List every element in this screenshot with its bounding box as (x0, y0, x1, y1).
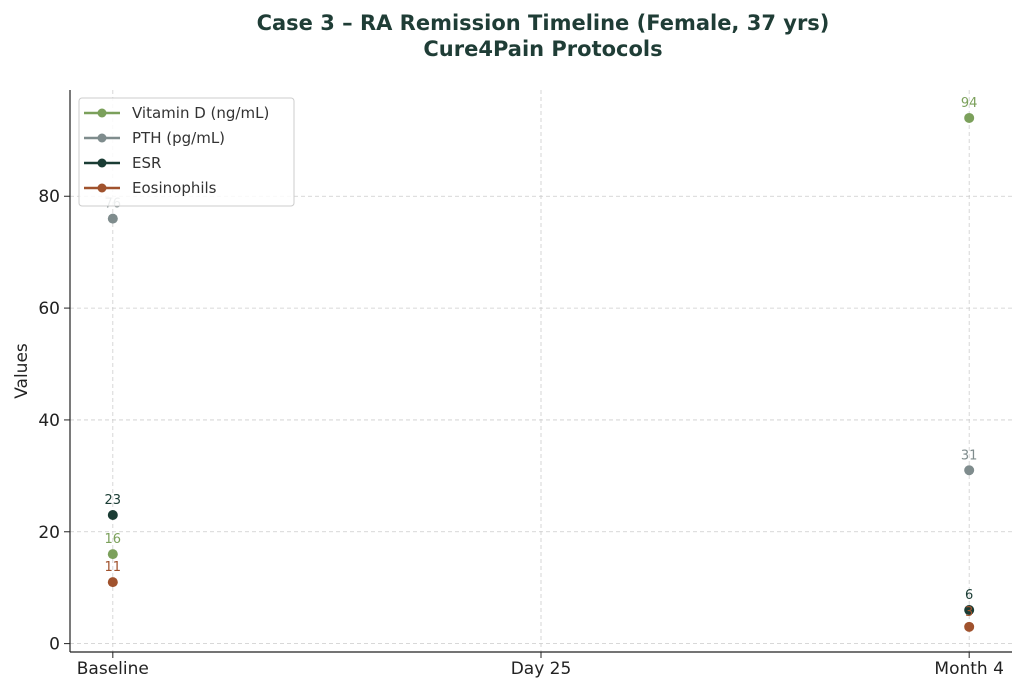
data-point (964, 112, 975, 123)
y-tick-label: 20 (38, 523, 60, 543)
legend-label: Vitamin D (ng/mL) (132, 104, 269, 122)
data-label: 16 (105, 532, 122, 547)
data-label: 3 (965, 605, 973, 620)
data-point (107, 213, 118, 224)
axes: Baseline Day 25 Month 4 0 20 40 60 80 (38, 90, 1012, 679)
y-axis-label: Values (12, 343, 32, 399)
data-label: 6 (965, 588, 973, 603)
legend-marker (97, 108, 107, 118)
data-point (964, 605, 975, 616)
data-point (107, 549, 118, 560)
data-point (107, 509, 118, 520)
y-tick-label: 40 (38, 411, 60, 431)
y-tick-label: 80 (38, 187, 60, 207)
data-point (964, 465, 975, 476)
data-point (107, 577, 118, 588)
data-label: 94 (961, 96, 978, 111)
chart-title: Case 3 – RA Remission Timeline (Female, … (257, 11, 830, 35)
legend-marker (97, 133, 107, 143)
legend-marker (97, 183, 107, 193)
data-label: 31 (961, 448, 978, 463)
legend-marker (97, 158, 107, 168)
y-tick-label: 60 (38, 299, 60, 319)
data-label: 23 (105, 493, 122, 508)
legend-box (78, 97, 295, 207)
legend-label: PTH (pg/mL) (132, 129, 225, 147)
legend-label: ESR (132, 154, 161, 172)
legend: Vitamin D (ng/mL) PTH (pg/mL) ESR Eosinophi… (78, 97, 295, 207)
x-tick-label: Day 25 (511, 659, 572, 679)
y-tick-label: 0 (49, 635, 60, 655)
data-label: 11 (105, 560, 122, 575)
x-tick-label: Month 4 (934, 659, 1004, 679)
legend-label: Eosinophils (132, 179, 217, 197)
x-tick-label: Baseline (77, 659, 149, 679)
data-point (964, 621, 975, 632)
chart-subtitle: Cure4Pain Protocols (423, 37, 662, 61)
